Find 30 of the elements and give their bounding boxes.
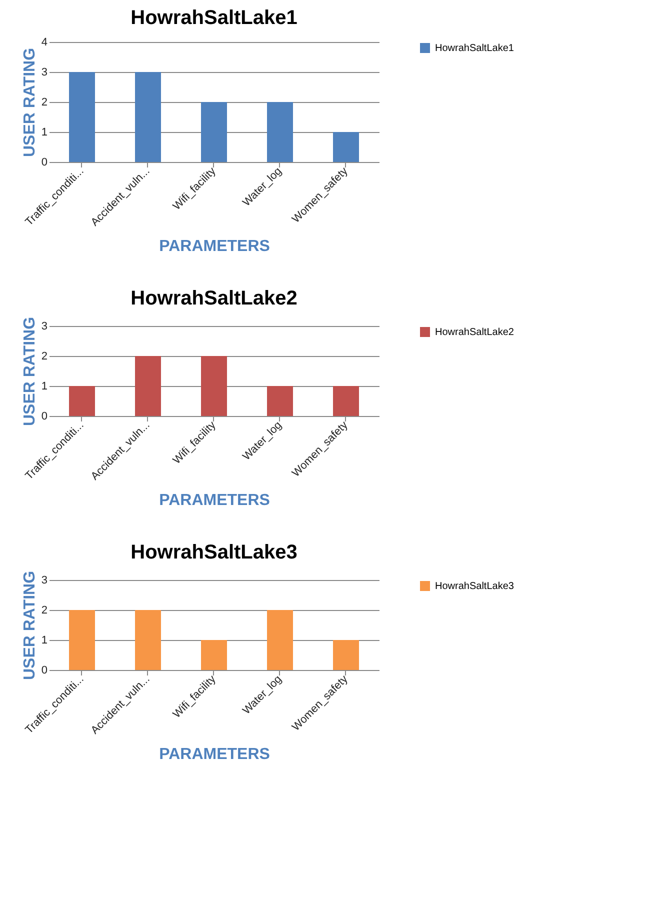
- legend-label: HowrahSaltLake3: [435, 581, 514, 592]
- y-axis-title: USER RATING: [21, 48, 38, 158]
- y-tick-label: 1: [41, 126, 48, 138]
- bar: [69, 72, 95, 162]
- chart-title: HowrahSaltLake1: [130, 7, 298, 29]
- y-tick-label: 4: [41, 36, 48, 48]
- chart-title: HowrahSaltLake3: [130, 541, 298, 564]
- y-tick-label: 3: [41, 66, 48, 78]
- y-tick-label: 1: [41, 380, 48, 392]
- y-axis-title: USER RATING: [21, 316, 38, 426]
- y-tick-label: 0: [41, 410, 48, 422]
- x-axis-title: PARAMETERS: [159, 492, 270, 509]
- y-tick-label: 1: [41, 634, 48, 646]
- y-tick-label: 2: [41, 350, 48, 362]
- bar: [135, 72, 161, 162]
- bar: [201, 102, 227, 162]
- y-tick-label: 3: [41, 320, 48, 332]
- y-tick-label: 2: [41, 96, 48, 108]
- bar: [267, 102, 293, 162]
- y-tick-label: 0: [41, 156, 48, 168]
- legend-label: HowrahSaltLake2: [435, 327, 514, 338]
- legend-label: HowrahSaltLake1: [435, 43, 514, 54]
- x-axis-title: PARAMETERS: [159, 238, 270, 255]
- x-axis-title: PARAMETERS: [159, 746, 270, 763]
- chart-title: HowrahSaltLake2: [130, 287, 298, 310]
- y-tick-label: 2: [41, 604, 48, 616]
- bar: [333, 132, 359, 162]
- y-axis-title: USER RATING: [21, 570, 38, 680]
- y-tick-label: 3: [41, 574, 48, 586]
- y-tick-label: 0: [41, 664, 48, 676]
